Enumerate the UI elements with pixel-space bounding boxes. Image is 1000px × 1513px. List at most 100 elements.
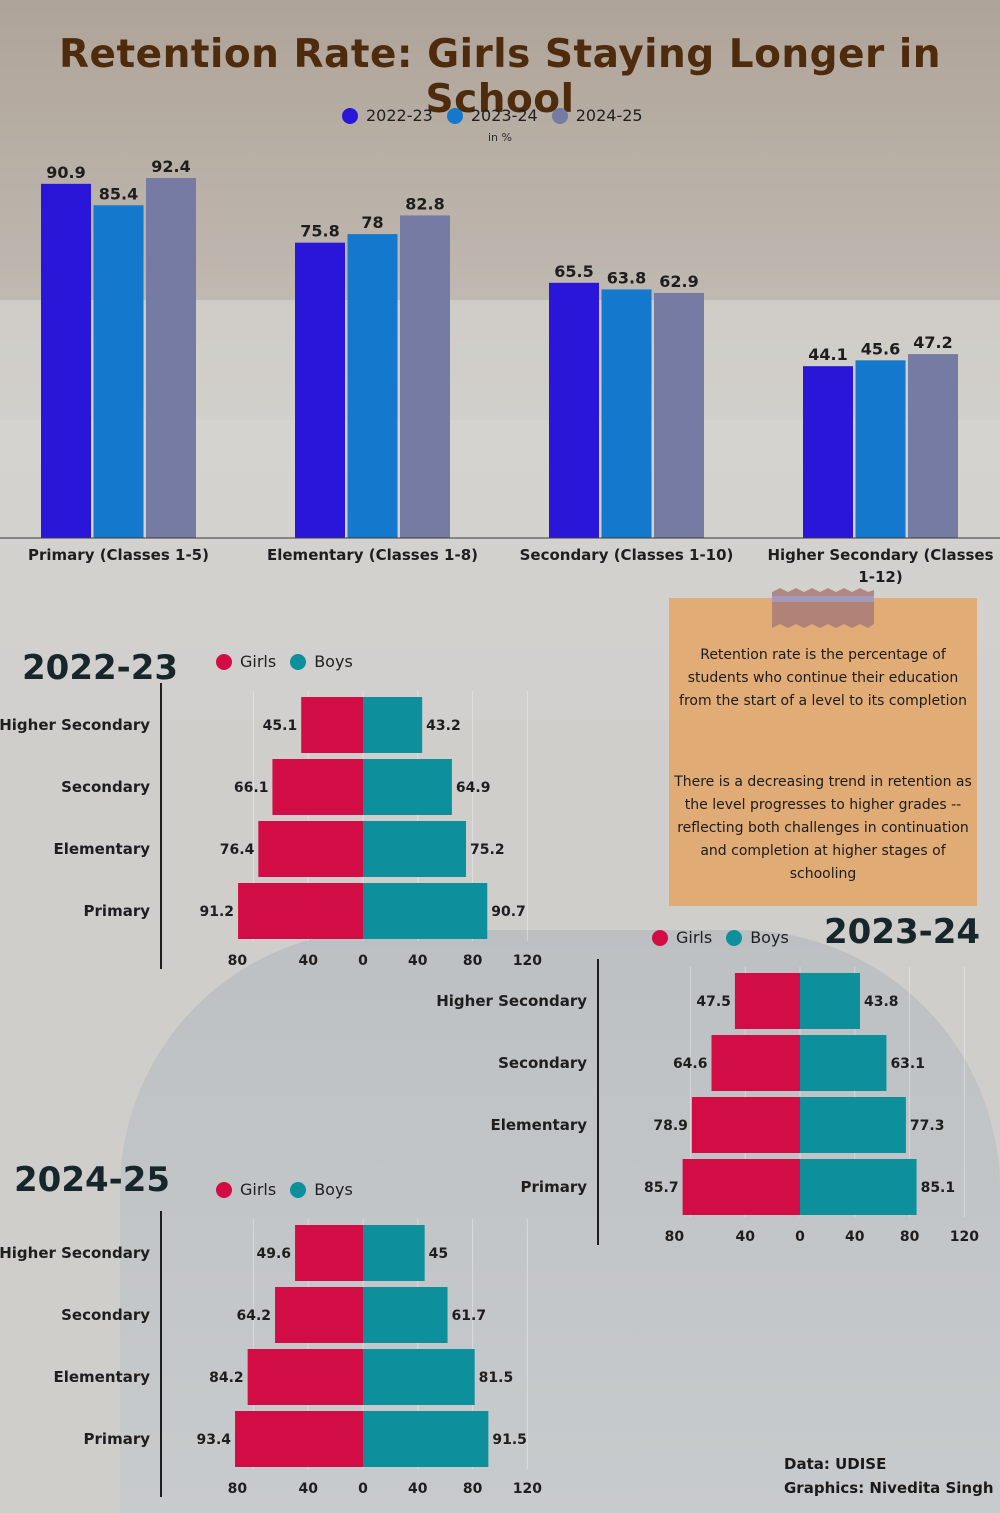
- bar-boys: [363, 1411, 489, 1467]
- bar-label: 75.8: [300, 222, 339, 241]
- bar-boys: [363, 1287, 448, 1343]
- bar-label-girls: 64.2: [236, 1308, 271, 1324]
- legend-label-boys: Boys: [314, 1180, 353, 1199]
- x-tick-label: 80: [228, 953, 248, 969]
- category-label: Primary: [84, 1430, 151, 1448]
- bar-girls: [247, 1349, 363, 1405]
- legend-item-girls: Girls: [652, 928, 712, 947]
- x-tick-label: 40: [408, 953, 428, 969]
- legend-label-boys: Boys: [314, 652, 353, 671]
- bar-girls: [295, 1225, 363, 1281]
- x-tick-label: 120: [513, 1481, 542, 1497]
- x-tick-label: 80: [665, 1229, 685, 1245]
- bar-label-boys: 61.7: [452, 1308, 487, 1324]
- legend-item-girls: Girls: [216, 652, 276, 671]
- category-label: Secondary: [61, 1306, 150, 1324]
- x-tick-label: Secondary (Classes 1-10): [520, 546, 734, 564]
- bar-boys: [800, 1035, 887, 1091]
- bar-boys: [363, 1349, 475, 1405]
- bar-2023-24-3: [855, 360, 906, 538]
- legend-item-2023-24: 2023-24: [446, 106, 538, 125]
- x-tick-label: 40: [298, 1481, 318, 1497]
- bar-2024-25-3: [908, 354, 958, 538]
- legend-label-boys: Boys: [750, 928, 789, 947]
- bar-label: 85.4: [99, 184, 138, 203]
- legend-label-2023-24: 2023-24: [470, 106, 538, 125]
- diverging-chart-2022-23: 45.1 43.2 Higher Secondary 66.1 64.9 Secondar…: [0, 683, 542, 969]
- bar-2022-23-0: [41, 183, 91, 538]
- bar-label: 62.9: [659, 272, 698, 291]
- legend-dot-boys: [290, 653, 307, 670]
- bar-label: 63.8: [607, 268, 646, 287]
- x-tick-label: 80: [228, 1481, 248, 1497]
- legend-dot-2022-23: [342, 107, 358, 124]
- bar-label-boys: 45: [429, 1246, 448, 1262]
- legend-dot-boys: [290, 1181, 307, 1198]
- year-title-2023-24: 2023-24: [824, 912, 981, 952]
- category-label: Primary: [84, 902, 151, 920]
- legend-2023-24: Girls Boys: [652, 928, 803, 947]
- diverging-chart-2024-25: 49.6 45 Higher Secondary 64.2 61.7 Secondary 8…: [0, 1211, 542, 1497]
- legend-label-girls: Girls: [240, 1180, 277, 1199]
- credits-data-source: Data: UDISE: [784, 1455, 887, 1473]
- diverging-chart-2023-24: 47.5 43.8 Higher Secondary 64.6 63.1 Secondar…: [436, 959, 979, 1245]
- bar-label-girls: 91.2: [200, 904, 235, 920]
- bar-label-girls: 78.9: [653, 1118, 688, 1134]
- x-tick-label: 120: [950, 1229, 979, 1245]
- bar-2023-24-2: [601, 289, 652, 538]
- bar-2022-23-1: [295, 242, 345, 538]
- legend-label-2024-25: 2024-25: [575, 106, 643, 125]
- x-tick-label: 80: [463, 1481, 483, 1497]
- bar-label-girls: 93.4: [196, 1432, 231, 1448]
- bar-boys: [800, 1097, 906, 1153]
- bar-label-boys: 77.3: [910, 1118, 945, 1134]
- category-label: Elementary: [53, 840, 150, 858]
- bar-girls: [711, 1035, 800, 1091]
- bar-2023-24-1: [347, 234, 398, 539]
- x-tick-label: Higher Secondary (Classes 1-12): [767, 546, 993, 586]
- category-label: Elementary: [490, 1116, 587, 1134]
- bar-boys: [363, 883, 488, 939]
- legend-dot-girls: [216, 653, 232, 670]
- legend-2024-25: Girls Boys: [216, 1180, 367, 1199]
- year-title-2022-23: 2022-23: [22, 648, 179, 688]
- bar-boys: [363, 821, 467, 877]
- bar-label: 78: [361, 213, 383, 232]
- grouped-bar-chart: 90.9 85.4 92.4 Primary (Classes 1-5) 75.8 78 8…: [0, 157, 1000, 586]
- bar-label-boys: 43.2: [426, 718, 461, 734]
- bar-label-boys: 85.1: [921, 1180, 956, 1196]
- legend-dot-boys: [726, 929, 743, 946]
- x-tick-label: 0: [358, 953, 368, 969]
- credits: Data: UDISE Graphics: Nivedita Singh: [784, 1452, 994, 1500]
- x-tick-label: 0: [795, 1229, 805, 1245]
- bar-2022-23-2: [549, 282, 599, 538]
- page-title: Retention Rate: Girls Staying Longer in …: [59, 32, 941, 122]
- bar-boys: [363, 1225, 425, 1281]
- x-tick-label: 40: [298, 953, 318, 969]
- legend-item-girls: Girls: [216, 1180, 276, 1199]
- bar-label: 47.2: [913, 333, 952, 352]
- bar-girls: [238, 883, 363, 939]
- top-legend: 2022-23 2023-24 2024-25: [342, 106, 657, 125]
- unit-note: in %: [488, 131, 512, 144]
- note-trend: There is a decreasing trend in retention…: [674, 774, 972, 882]
- bar-label-girls: 64.6: [673, 1056, 708, 1072]
- bar-label: 45.6: [861, 339, 900, 358]
- category-label: Higher Secondary: [436, 992, 587, 1010]
- year-title-2024-25: 2024-25: [14, 1160, 171, 1200]
- legend-item-2024-25: 2024-25: [551, 106, 643, 125]
- bar-2024-25-1: [400, 215, 450, 539]
- bar-label: 90.9: [46, 163, 85, 182]
- bar-2022-23-3: [803, 366, 853, 538]
- legend-item-boys: Boys: [290, 1180, 353, 1199]
- bar-label-girls: 47.5: [696, 994, 731, 1010]
- bar-label: 92.4: [151, 157, 190, 176]
- category-label: Elementary: [53, 1368, 150, 1386]
- bar-girls: [258, 821, 363, 877]
- x-tick-label: Primary (Classes 1-5): [28, 546, 209, 564]
- x-tick-label: 120: [513, 953, 542, 969]
- x-tick-label: 80: [463, 953, 483, 969]
- legend-label-2022-23: 2022-23: [366, 106, 433, 125]
- bar-girls: [734, 973, 800, 1029]
- bar-label-boys: 63.1: [890, 1056, 925, 1072]
